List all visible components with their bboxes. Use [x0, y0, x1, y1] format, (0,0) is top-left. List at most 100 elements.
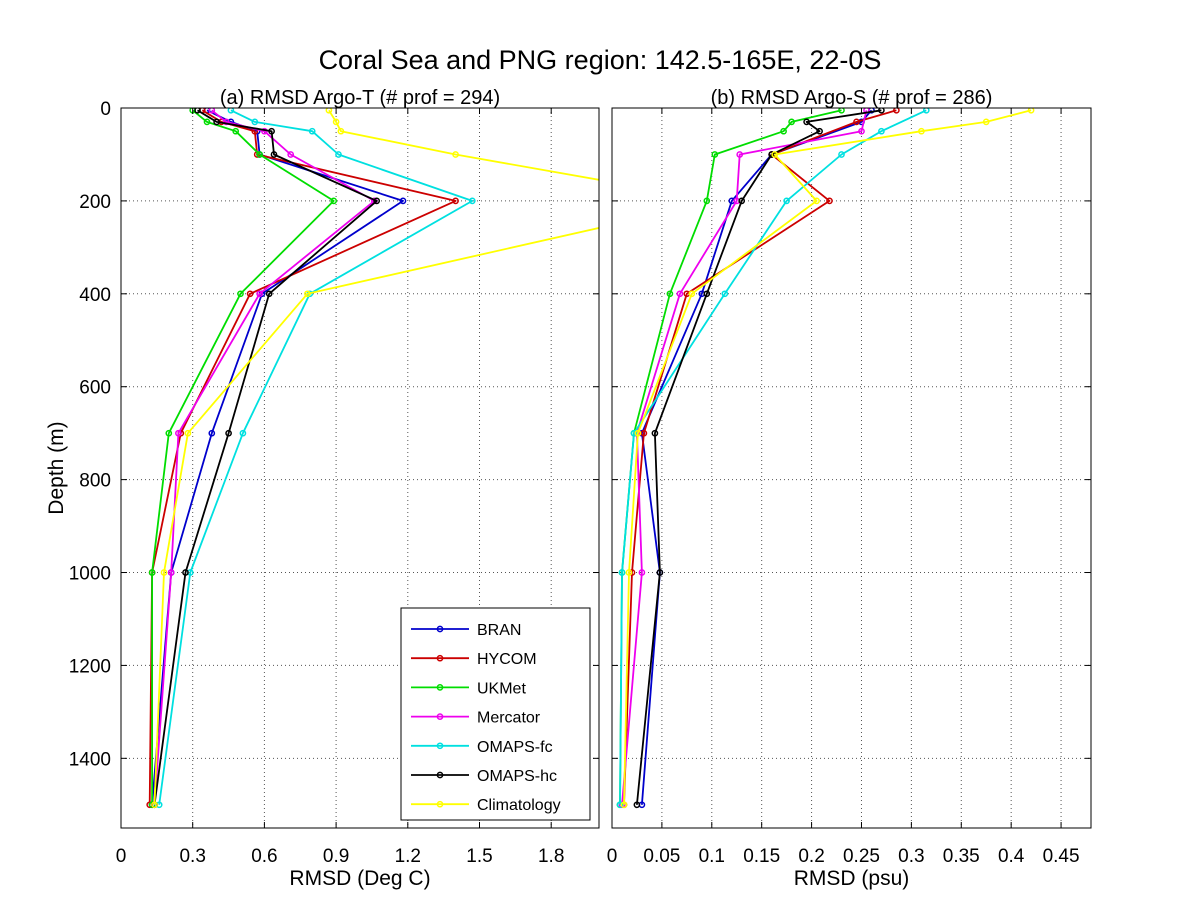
data-point — [738, 197, 746, 205]
data-point — [816, 127, 823, 135]
x-tick-label: 0.1 — [699, 846, 725, 867]
series-group — [146, 108, 599, 809]
data-point — [287, 151, 295, 158]
data-point — [666, 290, 674, 298]
data-point — [232, 127, 240, 135]
legend-label: Mercator — [477, 710, 541, 727]
x-axis-label: RMSD (Deg C) — [289, 867, 430, 890]
y-axis-label: Depth (m) — [45, 421, 68, 514]
data-point — [676, 290, 684, 298]
x-tick-label: 1.5 — [466, 846, 492, 867]
legend-item-omaps-fc: OMAPS-fc — [411, 739, 553, 756]
data-point — [780, 127, 787, 135]
figure-title: Coral Sea and PNG region: 142.5-165E, 22… — [319, 45, 882, 75]
data-point — [858, 127, 865, 135]
legend-marker — [436, 771, 444, 779]
series-line-omaps-hc — [153, 109, 378, 805]
data-point — [399, 197, 407, 205]
data-point — [203, 118, 211, 126]
series-line-climatology — [623, 109, 1032, 805]
data-point — [256, 151, 263, 158]
data-point — [703, 290, 711, 298]
data-point — [620, 801, 628, 809]
data-point — [703, 197, 711, 205]
data-point — [656, 569, 664, 576]
data-point — [688, 290, 696, 298]
data-point — [918, 127, 925, 135]
data-point — [165, 429, 173, 437]
y-tick-label: 1400 — [69, 749, 111, 770]
data-point — [826, 197, 833, 205]
data-point — [325, 108, 333, 114]
data-point — [270, 151, 278, 158]
data-point — [304, 290, 311, 298]
data-point — [337, 127, 345, 135]
data-point — [721, 290, 729, 298]
x-tick-label: 0.9 — [323, 846, 349, 867]
x-tick-label: 1.2 — [395, 846, 421, 867]
plot-area — [612, 108, 1091, 828]
x-tick-label: 0.35 — [943, 846, 980, 867]
data-point — [373, 197, 381, 205]
legend: BRAN HYCOM UKMet Mercator OMAPS-fc OMAPS-hc Cl… — [400, 607, 591, 821]
data-point — [982, 118, 990, 126]
data-point — [452, 151, 459, 158]
legend-item-climatology: Climatology — [411, 797, 561, 814]
legend-label: OMAPS-hc — [477, 768, 557, 785]
data-point — [308, 127, 316, 135]
x-axis-label: RMSD (psu) — [794, 867, 910, 890]
y-tick-label: 200 — [79, 192, 111, 213]
x-tick-label: 0 — [116, 846, 127, 867]
data-point — [771, 151, 779, 158]
data-point — [640, 429, 648, 437]
y-tick-label: 0 — [100, 99, 111, 120]
data-point — [838, 151, 845, 158]
x-tick-label: 1.8 — [538, 846, 564, 867]
data-point — [736, 151, 744, 158]
data-point — [175, 429, 182, 437]
data-point — [813, 197, 820, 205]
series-line-mercator — [621, 110, 868, 805]
data-point — [148, 569, 156, 576]
legend-item-hycom: HYCOM — [411, 651, 537, 668]
data-point — [265, 290, 273, 298]
data-point — [330, 197, 338, 205]
series-line-hycom — [623, 109, 897, 805]
data-point — [853, 118, 860, 126]
legend-box — [400, 607, 591, 821]
x-tick-label: 0.2 — [798, 846, 824, 867]
panel-title: (b) RMSD Argo-S (# prof = 286) — [711, 87, 993, 109]
data-point — [838, 108, 845, 114]
data-point — [213, 118, 220, 126]
data-point — [633, 801, 641, 809]
legend-item-bran: BRAN — [411, 622, 521, 639]
series-line-omaps-hc — [636, 109, 882, 805]
legend-item-mercator: Mercator — [411, 710, 541, 727]
series-line-bran — [641, 109, 873, 805]
legend-label: BRAN — [477, 622, 521, 639]
x-tick-label: 0.25 — [843, 846, 880, 867]
data-point — [618, 569, 626, 576]
data-point — [222, 118, 230, 126]
legend-label: OMAPS-fc — [477, 739, 553, 756]
x-tick-label: 0 — [607, 846, 618, 867]
y-tick-label: 800 — [79, 471, 111, 492]
data-point — [630, 429, 638, 437]
data-point — [182, 569, 189, 576]
x-tick-label: 0.4 — [998, 846, 1025, 867]
data-point — [616, 801, 624, 809]
y-tick-label: 1000 — [69, 564, 111, 585]
data-point — [151, 801, 158, 809]
data-point — [167, 569, 175, 576]
x-tick-label: 0.45 — [1043, 846, 1080, 867]
legend-label: UKMet — [477, 680, 526, 697]
legend-marker — [436, 742, 444, 750]
data-point — [251, 118, 259, 126]
x-tick-label: 0.15 — [743, 846, 780, 867]
data-point — [256, 290, 263, 298]
data-point — [208, 108, 216, 114]
data-point — [878, 108, 885, 114]
panel-temperature: 0 0.3 0.6 0.9 1.2 1.5 1.8 0 200 400 600 800 1000 1200… — [45, 87, 600, 890]
data-point — [783, 197, 790, 205]
